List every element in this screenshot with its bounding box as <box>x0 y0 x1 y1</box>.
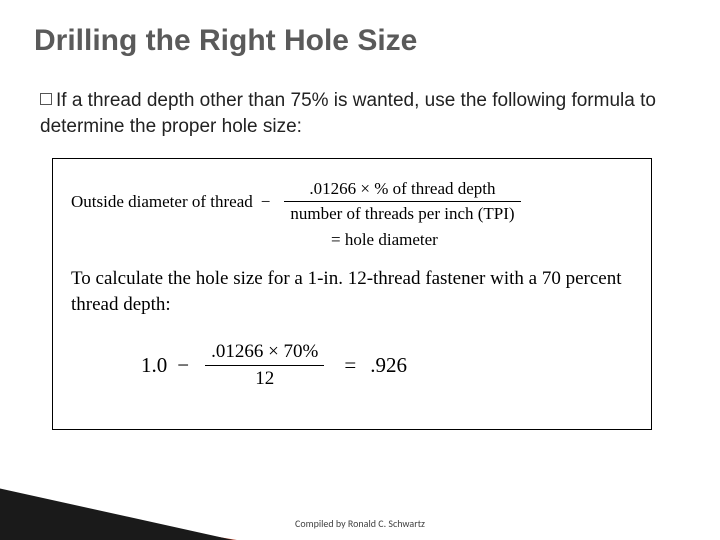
example-lhs: 1.0 <box>141 353 167 378</box>
fraction: .01266 × % of thread depth number of thr… <box>284 179 520 224</box>
footer-credit: Compiled by Ronald C. Schwartz <box>0 517 720 530</box>
example-denominator: 12 <box>205 366 324 390</box>
example-minus: − <box>177 353 189 378</box>
formula-box: Outside diameter of thread − .01266 × % … <box>52 158 652 430</box>
decor-wedge-dark <box>0 485 264 540</box>
body-content: If a thread depth other than 75% is want… <box>40 90 656 137</box>
slide-title: Drilling the Right Hole Size <box>34 24 417 58</box>
slide: Drilling the Right Hole Size If a thread… <box>0 0 720 540</box>
example-formula: 1.0 − .01266 × 70% 12 = .926 <box>141 341 633 390</box>
example-fraction: .01266 × 70% 12 <box>205 341 324 390</box>
example-result: .926 <box>370 353 407 378</box>
example-text: To calculate the hole size for a 1-in. 1… <box>71 266 633 317</box>
formula-lhs: Outside diameter of thread <box>71 192 253 212</box>
formula-result: = hole diameter <box>331 230 633 250</box>
body-text: If a thread depth other than 75% is want… <box>40 88 660 139</box>
general-formula: Outside diameter of thread − .01266 × % … <box>71 179 633 224</box>
fraction-numerator: .01266 × % of thread depth <box>284 179 520 202</box>
minus-sign: − <box>261 192 271 212</box>
fraction-denominator: number of threads per inch (TPI) <box>284 202 520 224</box>
example-numerator: .01266 × 70% <box>205 341 324 366</box>
bullet-icon <box>40 93 52 105</box>
equals-sign: = <box>344 353 356 378</box>
